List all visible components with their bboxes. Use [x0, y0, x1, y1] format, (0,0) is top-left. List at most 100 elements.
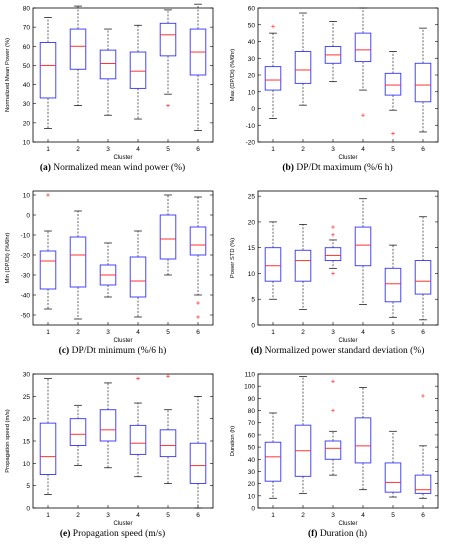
- y-tick-label: 5: [251, 297, 255, 304]
- y-tick-label: 100: [244, 384, 255, 391]
- y-tick-label: 0: [251, 506, 255, 513]
- y-tick-label: -50: [21, 313, 31, 320]
- x-tick-label: 2: [301, 329, 305, 336]
- y-axis-label: Max (DP/Dt) (%/6hr): [230, 49, 236, 102]
- y-tick-label: 40: [248, 457, 256, 464]
- caption-d: (d) Normalized power standard deviation …: [225, 346, 450, 356]
- y-tick-label: 80: [248, 408, 256, 415]
- y-tick-label: -20: [246, 140, 256, 147]
- x-tick-label: 5: [166, 512, 170, 519]
- iqr-box: [354, 417, 372, 464]
- caption-letter: (a): [39, 163, 51, 173]
- iqr-box: [354, 226, 372, 267]
- y-tick-label: 10: [248, 493, 256, 500]
- x-tick-label: 3: [106, 512, 110, 519]
- y-tick-label: 30: [23, 101, 31, 108]
- y-tick-label: -10: [21, 233, 31, 240]
- plot-frame: [257, 190, 439, 326]
- y-tick-label: 40: [23, 82, 31, 89]
- x-tick-label: 6: [421, 146, 425, 153]
- y-tick-label: -30: [21, 273, 31, 280]
- iqr-box: [99, 49, 117, 80]
- y-tick-label: 60: [23, 44, 31, 51]
- y-tick-label: 15: [248, 245, 256, 252]
- y-tick-label: 30: [248, 469, 256, 476]
- plot-frame: [32, 373, 214, 509]
- y-tick-label: 10: [23, 193, 31, 200]
- iqr-box: [69, 418, 87, 446]
- x-tick-label: 6: [421, 512, 425, 519]
- y-axis-label: Normalized Mean Power (%): [5, 38, 11, 112]
- iqr-box: [129, 256, 147, 298]
- x-tick-label: 2: [76, 329, 80, 336]
- x-tick-label: 4: [136, 329, 140, 336]
- y-tick-label: 20: [23, 120, 31, 127]
- y-tick-label: 50: [248, 445, 256, 452]
- boxplot-dpdt-minimum: -50 -40 -30 -20 -10 0 10 1 2 3 4 5 6 Cluster Min (DP/D…: [5, 190, 214, 344]
- x-axis-label: Cluster: [113, 155, 132, 161]
- caption-a: (a) Normalized mean wind power (%): [0, 163, 225, 173]
- y-tick-label: 70: [248, 420, 256, 427]
- caption-text: Normalized mean wind power (%): [53, 163, 186, 173]
- y-tick-label: 20: [248, 481, 256, 488]
- x-tick-label: 3: [331, 146, 335, 153]
- iqr-box: [294, 249, 312, 282]
- x-tick-label: 2: [301, 146, 305, 153]
- x-tick-label: 5: [166, 146, 170, 153]
- y-tick-label: 0: [251, 323, 255, 330]
- caption-letter: (f): [307, 529, 318, 539]
- x-axis-label: Cluster: [338, 338, 357, 344]
- iqr-box: [159, 429, 177, 458]
- iqr-box: [414, 62, 432, 103]
- caption-text: Normalized power standard deviation (%): [264, 346, 425, 356]
- y-tick-label: 20: [23, 416, 31, 423]
- y-tick-label: -20: [21, 253, 31, 260]
- caption-text: Duration (h): [319, 529, 368, 539]
- y-tick-label: -40: [21, 293, 31, 300]
- y-tick-label: 50: [248, 22, 256, 29]
- iqr-box: [354, 32, 372, 63]
- panel-f: 0 10 20 30 40 50 60 70 80 90 100 110 1 2 3 4 5 6 Cluster Du…: [225, 366, 450, 549]
- outlier-marker: [166, 103, 170, 108]
- x-tick-label: 6: [196, 329, 200, 336]
- y-tick-label: 10: [248, 271, 256, 278]
- outlier-marker: [136, 376, 140, 381]
- y-tick-label: 30: [23, 372, 31, 379]
- panel-a: 10 20 30 40 50 60 70 80 1 2 3 4 5 6 Cluster Normalized …: [0, 0, 225, 183]
- x-tick-label: 1: [46, 146, 50, 153]
- iqr-box: [39, 250, 57, 290]
- x-tick-label: 5: [391, 329, 395, 336]
- x-tick-label: 2: [76, 146, 80, 153]
- x-axis-label: Cluster: [338, 155, 357, 161]
- x-tick-label: 1: [271, 512, 275, 519]
- iqr-box: [129, 51, 147, 89]
- y-tick-label: 70: [23, 25, 31, 32]
- y-axis-label: Min (DP/Dt) (%/6hr): [5, 232, 11, 283]
- outlier-marker: [331, 379, 335, 384]
- y-tick-label: 20: [248, 73, 256, 80]
- x-tick-label: 3: [331, 329, 335, 336]
- x-tick-label: 3: [331, 512, 335, 519]
- outlier-marker: [196, 315, 200, 319]
- outlier-marker: [391, 131, 395, 136]
- caption-letter: (d): [250, 346, 263, 356]
- x-tick-label: 3: [106, 146, 110, 153]
- iqr-box: [129, 424, 147, 455]
- iqr-box: [39, 422, 57, 475]
- x-tick-label: 2: [301, 512, 305, 519]
- iqr-box: [264, 66, 282, 91]
- iqr-box: [264, 247, 282, 282]
- x-tick-label: 1: [46, 329, 50, 336]
- x-tick-label: 5: [166, 329, 170, 336]
- x-tick-label: 5: [391, 146, 395, 153]
- y-tick-label: 60: [248, 6, 256, 13]
- x-tick-label: 6: [421, 329, 425, 336]
- x-axis-label: Cluster: [113, 338, 132, 344]
- y-tick-label: 80: [23, 6, 31, 13]
- outlier-marker: [331, 233, 335, 237]
- boxplot-duration: 0 10 20 30 40 50 60 70 80 90 100 110 1 2 3 4 5 6 Cluster Du…: [230, 372, 439, 527]
- panel-e: 0 5 10 15 20 25 30 1 2 3 4 5 6 Cluster Propagation spe…: [0, 366, 225, 549]
- iqr-box: [99, 409, 117, 442]
- iqr-box: [324, 440, 342, 460]
- panel-c: -50 -40 -30 -20 -10 0 10 1 2 3 4 5 6 Cluster Min (DP/D…: [0, 183, 225, 366]
